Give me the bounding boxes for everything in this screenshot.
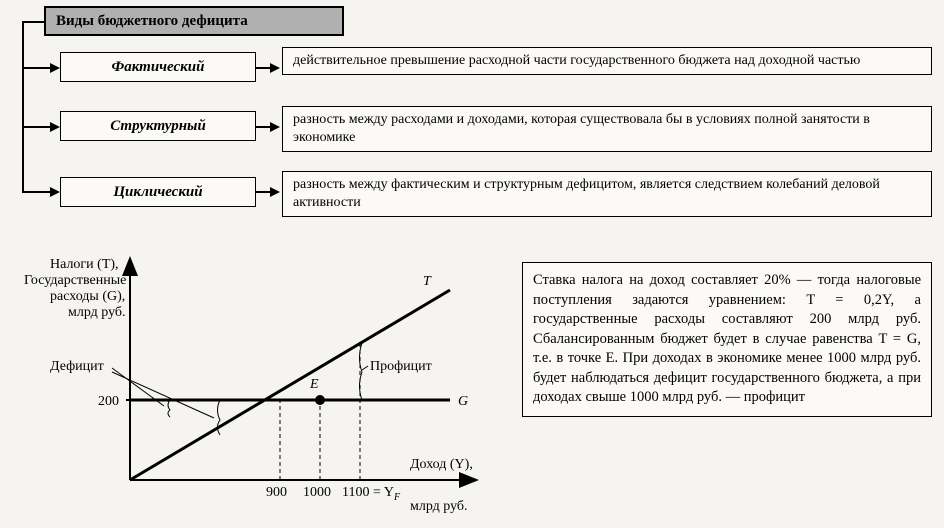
- type-name-2: Структурный: [110, 118, 206, 135]
- arrow-to-type-2: [50, 122, 60, 132]
- type-name-3: Циклический: [113, 184, 202, 201]
- arrow-to-desc-3: [270, 187, 280, 197]
- spine-to-header: [22, 21, 44, 23]
- type-box-3: Циклический: [60, 177, 256, 207]
- deficit-leader-2: [112, 372, 214, 418]
- desc-box-3: разность между фактическим и структурным…: [282, 171, 932, 217]
- header-box: Виды бюджетного дефицита: [44, 6, 344, 36]
- budget-chart: Налоги (T), Государственные расходы (G),…: [10, 250, 510, 520]
- chart-svg: Налоги (T), Государственные расходы (G),…: [10, 250, 510, 520]
- info-box: Ставка налога на доход составляет 20% — …: [522, 262, 932, 417]
- y-tick-200-label: 200: [98, 394, 119, 409]
- point-E: [315, 395, 325, 405]
- x-tick-1100: 1100 = YF: [342, 485, 401, 503]
- tree-spine: [22, 22, 24, 192]
- y-axis-label: Налоги (T), Государственные расходы (G),…: [24, 257, 130, 320]
- desc-text-3: разность между фактическим и структурным…: [293, 177, 880, 210]
- line-T-label: T: [423, 274, 432, 289]
- type-box-2: Структурный: [60, 111, 256, 141]
- surplus-leader: [362, 366, 368, 370]
- arrow-to-desc-2: [270, 122, 280, 132]
- arrow-to-type-1: [50, 63, 60, 73]
- x-tick-900: 900: [266, 485, 287, 500]
- arrow-to-desc-1: [270, 63, 280, 73]
- x-tick-1000: 1000: [303, 485, 331, 500]
- arrow-to-type-3: [50, 187, 60, 197]
- desc-box-1: действительное превышение расходной част…: [282, 47, 932, 75]
- line-G-label: G: [458, 394, 468, 409]
- surplus-label: Профицит: [370, 359, 432, 374]
- deficit-brace-1: [168, 400, 170, 417]
- x-axis-label: Доход (Y), млрд руб.: [410, 457, 476, 514]
- desc-box-2: разность между расходами и доходами, кот…: [282, 106, 932, 152]
- type-box-1: Фактический: [60, 52, 256, 82]
- desc-text-2: разность между расходами и доходами, кот…: [293, 112, 870, 145]
- info-text: Ставка налога на доход составляет 20% — …: [533, 272, 921, 405]
- line-T: [130, 290, 450, 480]
- type-name-1: Фактический: [112, 59, 205, 76]
- desc-text-1: действительное превышение расходной част…: [293, 53, 860, 68]
- deficit-brace-2: [218, 400, 221, 435]
- deficit-label: Дефицит: [50, 359, 104, 374]
- header-title: Виды бюджетного дефицита: [56, 13, 248, 30]
- point-E-label: E: [309, 377, 319, 392]
